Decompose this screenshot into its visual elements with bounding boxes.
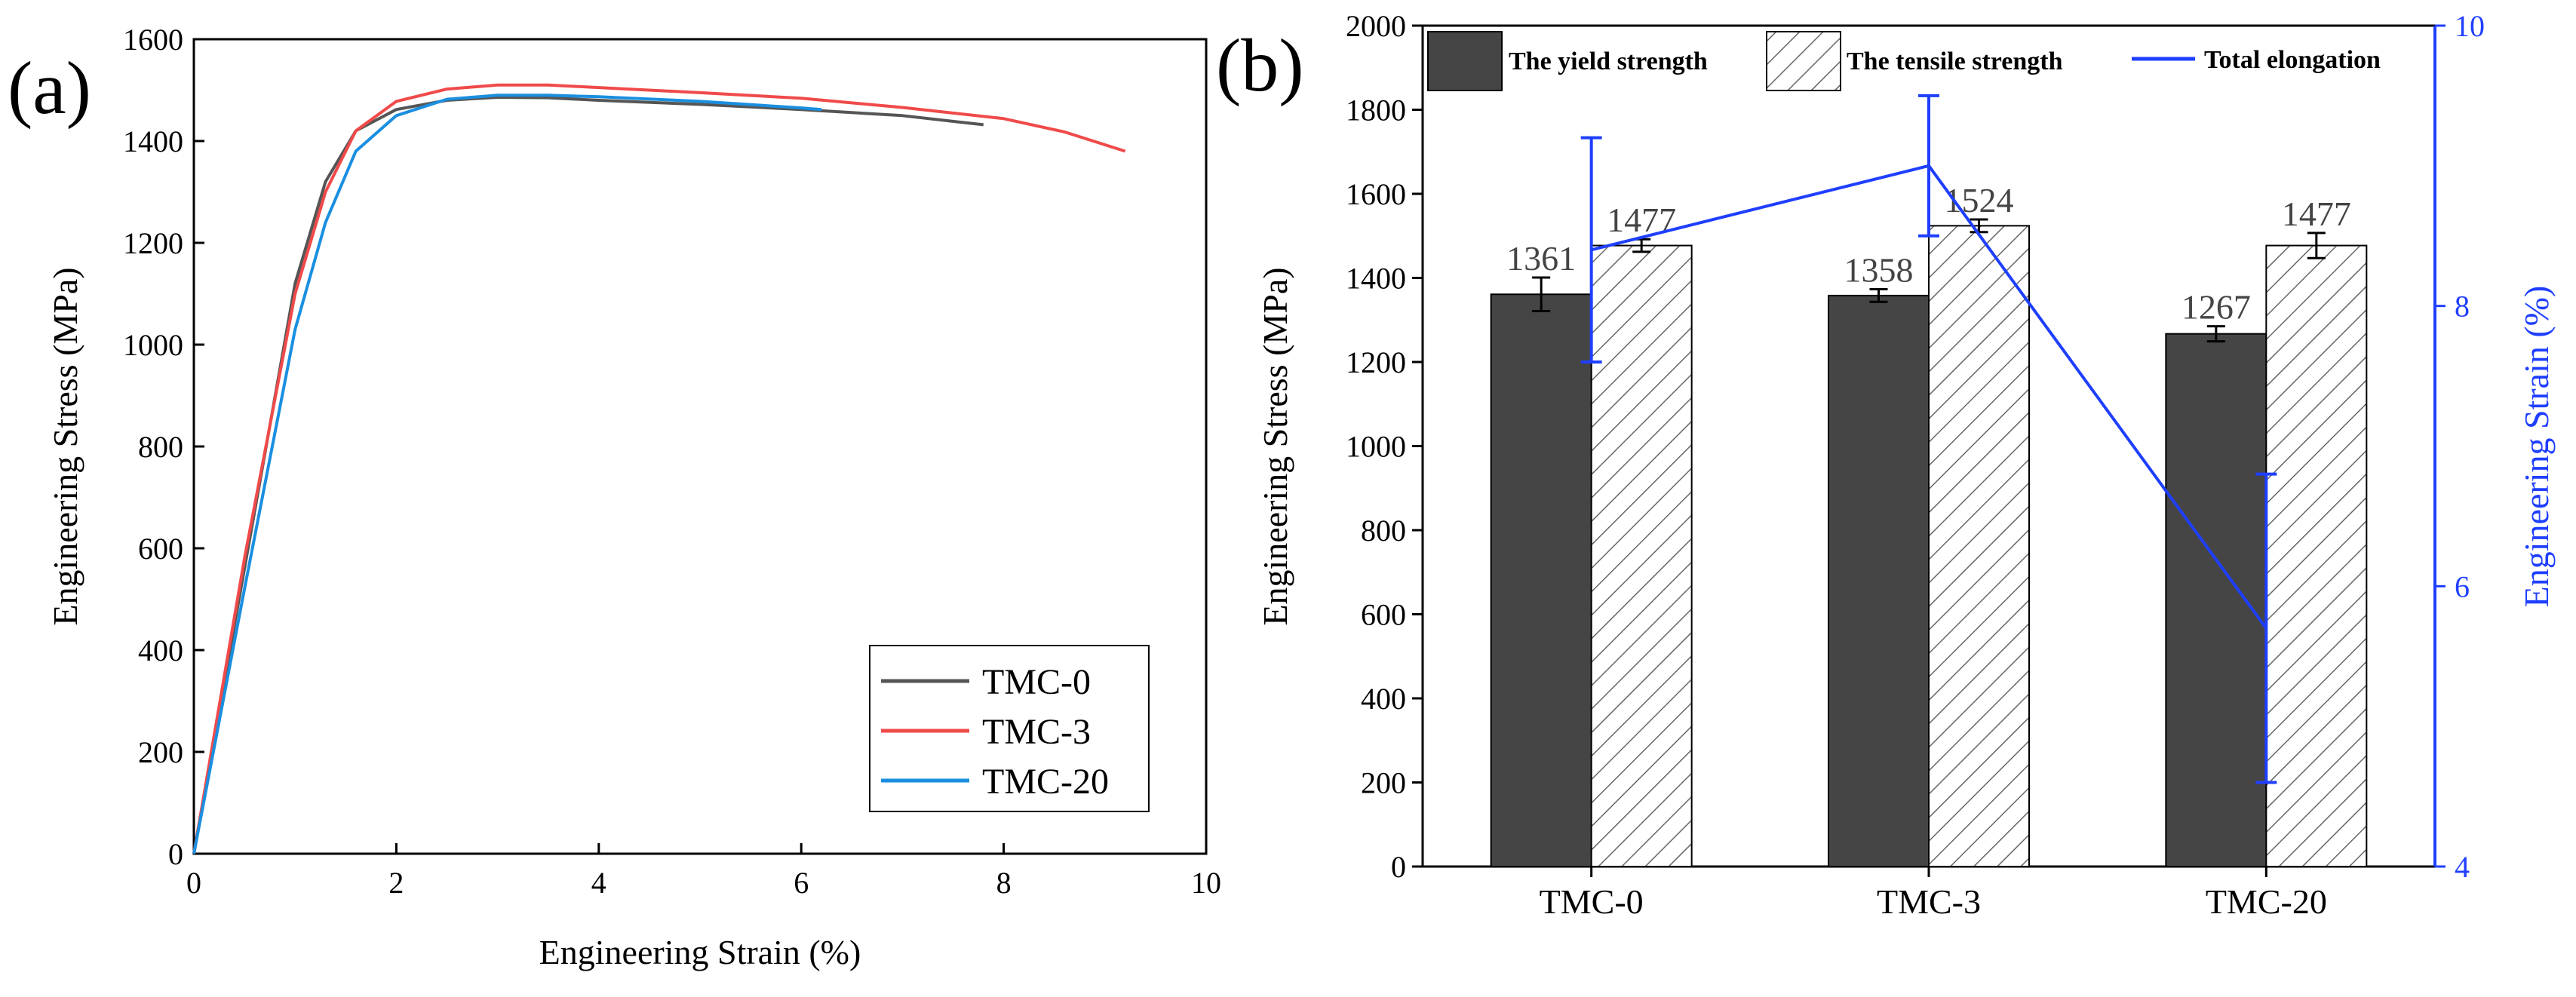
panel-a-legend-label-tmc-0: TMC-0 (982, 662, 1091, 702)
panel-b-y2-ticks: 4 6 8 10 (2435, 9, 2485, 884)
yield-bar-tmc-0 (1490, 293, 1592, 867)
panel-b-bars: 1361 1358 1267 1477 1524 1477 (1490, 181, 2368, 868)
panel-a-series-line-tmc-3 (192, 83, 1126, 854)
panel-a-y-tick-label: 400 (138, 633, 183, 667)
panel-b-y2-tick-label: 10 (2455, 9, 2485, 43)
legend-label-yield: The yield strength (1509, 48, 1708, 75)
panel-b-y-tick-label: 1800 (1346, 94, 1406, 127)
panel-b-y-axis-title: Engineering Stress (MPa) (1256, 267, 1294, 625)
panel-b-y-tick-label: 0 (1391, 850, 1406, 884)
panel-a-legend-box (869, 645, 1150, 812)
panel-a-series-line-tmc-20 (192, 94, 822, 854)
bar-value-label: 1477 (2282, 195, 2351, 233)
bar-value-label: 1358 (1844, 251, 1914, 290)
panel-b-y-tick-label: 400 (1361, 682, 1406, 716)
panel-a-x-tick-label: 0 (186, 866, 201, 900)
panel-b-y-tick-label: 200 (1361, 766, 1406, 800)
panel-b-y-tick-label: 1000 (1346, 430, 1406, 464)
panel-a-x-ticks: 0 2 4 6 8 10 (186, 843, 1221, 900)
panel-b-category-label: TMC-0 (1540, 882, 1644, 921)
panel-a-series (192, 83, 1126, 854)
panel-b-legend: The yield strength The tensile strength … (1427, 31, 2381, 91)
panel-b-y-tick-label: 800 (1361, 514, 1406, 548)
legend-swatch-yield (1427, 31, 1503, 91)
panel-b-y-ticks: 0 200 400 600 800 1000 1200 1400 1600 1800 2000 (1346, 9, 1423, 884)
panel-a-x-tick-label: 6 (794, 866, 809, 900)
panel-a-y-tick-label: 0 (168, 837, 183, 871)
panel-b-x-ticks: TMC-0 TMC-3 TMC-20 (1540, 867, 2327, 921)
panel-a-y-tick-label: 600 (138, 532, 183, 566)
panel-b-category-label: TMC-20 (2206, 882, 2327, 921)
panel-a-y-tick-label: 1200 (123, 226, 183, 260)
bar-value-label: 1361 (1506, 239, 1576, 278)
panel-a-legend: TMC-0 TMC-3 TMC-20 (869, 645, 1150, 812)
bar-value-label: 1267 (2181, 288, 2251, 327)
legend-label-elongation: Total elongation (2204, 46, 2381, 74)
bar-value-label: 1524 (1945, 181, 2014, 219)
panel-b-bar-chart: (b) 0 200 400 600 800 1000 1200 1400 1600 1800 200… (1216, 9, 2556, 921)
panel-a-x-tick-label: 10 (1191, 866, 1221, 900)
yield-bar-tmc-20 (2165, 333, 2267, 867)
tensile-bar-tmc-3 (1928, 225, 2030, 867)
panel-a-y-axis-title: Engineering Stress (MPa) (46, 267, 84, 625)
panel-b-y-tick-label: 2000 (1346, 9, 1406, 43)
panel-b-y2-tick-label: 4 (2455, 850, 2470, 884)
panel-a-line-chart: (a) 0 2 4 6 8 10 0 200 400 600 800 1000 1200 1400 160… (8, 23, 1221, 971)
panel-b-y2-tick-label: 6 (2455, 569, 2470, 603)
panel-b-elongation-line (1580, 94, 2277, 784)
tensile-bar-tmc-20 (2265, 244, 2368, 867)
panel-b-y-tick-label: 1400 (1346, 262, 1406, 296)
panel-b-y2-tick-label: 8 (2455, 290, 2470, 324)
panel-a-legend-label-tmc-3: TMC-3 (982, 712, 1091, 752)
panel-a-y-tick-label: 1400 (123, 124, 183, 158)
panel-a-x-tick-label: 8 (996, 866, 1012, 900)
panel-a-y-ticks: 0 200 400 600 800 1000 1200 1400 1600 (123, 23, 204, 871)
panel-b-category-label: TMC-3 (1877, 882, 1981, 921)
panel-b-y-tick-label: 1200 (1346, 345, 1406, 379)
panel-b-y-tick-label: 600 (1361, 598, 1406, 632)
panel-a-x-axis-title: Engineering Strain (%) (539, 933, 861, 971)
panel-a-y-tick-label: 1600 (123, 23, 183, 57)
panel-a-legend-items: TMC-0 TMC-3 TMC-20 (881, 662, 1109, 802)
panel-b-label: (b) (1216, 23, 1304, 107)
tensile-bar-tmc-0 (1590, 244, 1693, 867)
panel-b-y-tick-label: 1600 (1346, 177, 1406, 211)
panel-a-x-tick-label: 2 (388, 866, 404, 900)
yield-bar-tmc-3 (1828, 294, 1930, 868)
panel-a-series-line-tmc-0 (192, 96, 984, 854)
legend-swatch-tensile (1766, 31, 1841, 91)
bar-value-label: 1477 (1607, 201, 1676, 239)
legend-label-tensile: The tensile strength (1847, 48, 2063, 75)
panel-a-y-tick-label: 800 (138, 430, 183, 464)
panel-a-label: (a) (8, 46, 91, 130)
panel-a-y-tick-label: 200 (138, 735, 183, 769)
panel-a-x-tick-label: 4 (591, 866, 606, 900)
panel-a-y-tick-label: 1000 (123, 328, 183, 362)
panel-a-legend-label-tmc-20: TMC-20 (982, 762, 1109, 802)
panel-b-y2-axis-title: Engineering Strain (%) (2517, 286, 2556, 608)
